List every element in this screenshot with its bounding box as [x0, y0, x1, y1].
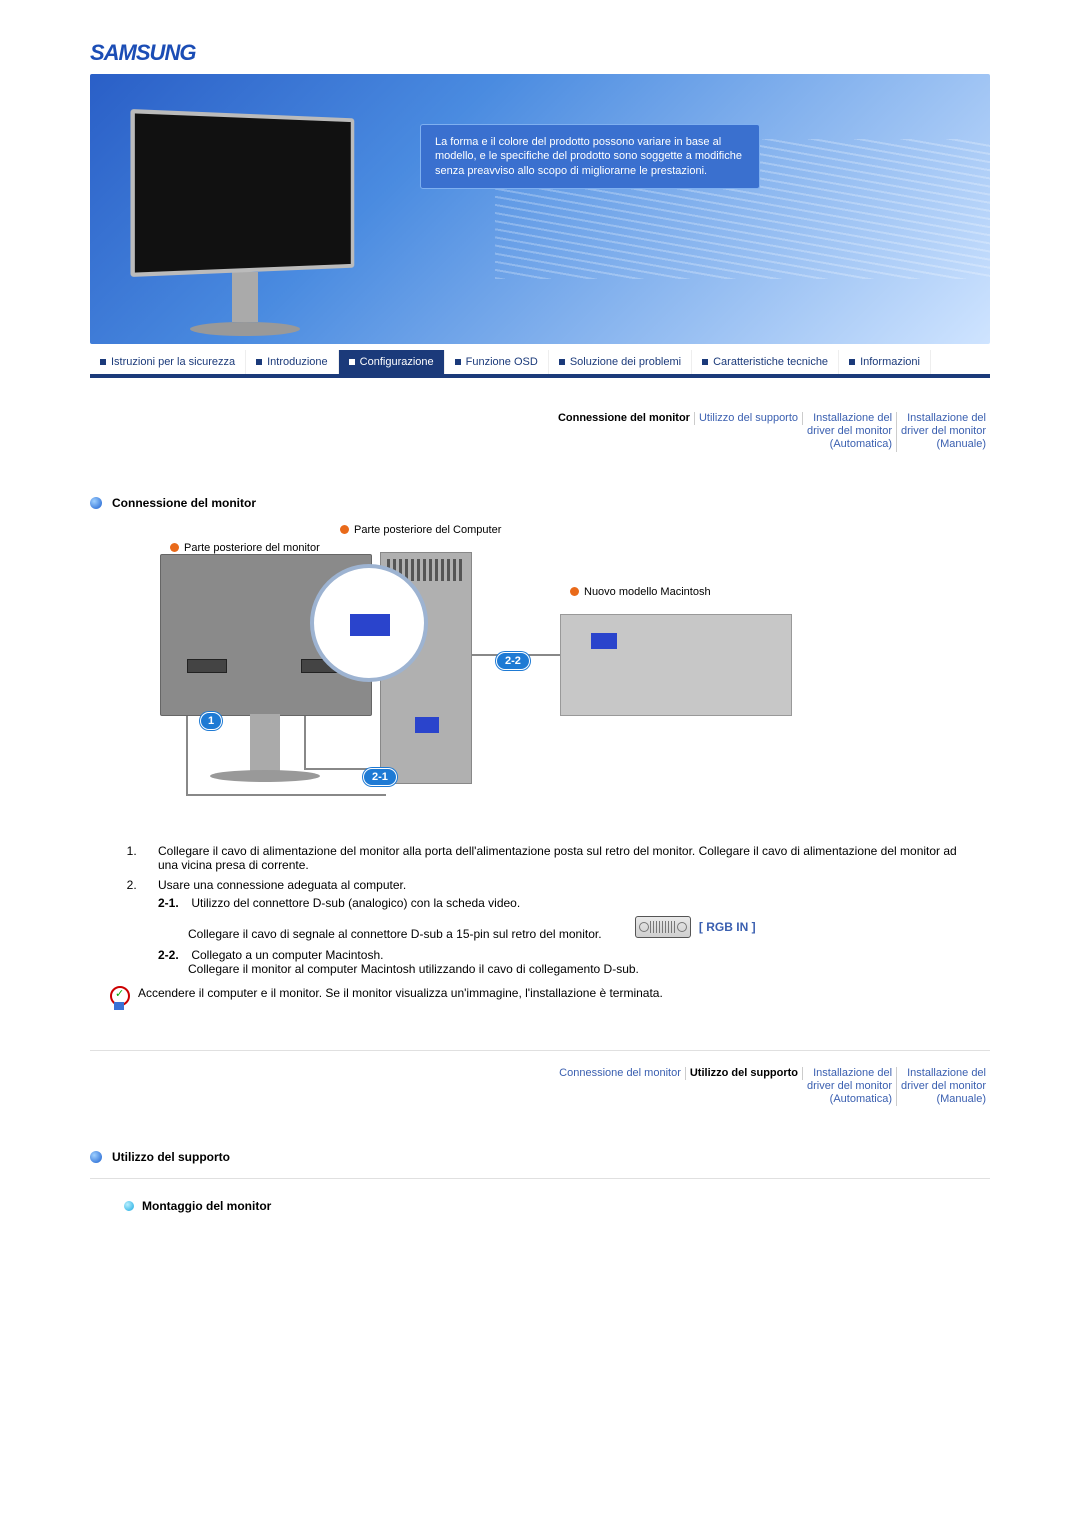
step-2-1a: Utilizzo del connettore D-sub (analogico… — [191, 896, 520, 910]
section-title-support: Utilizzo del supporto — [90, 1144, 990, 1164]
hero-banner: La forma e il colore del prodotto posson… — [90, 74, 990, 344]
final-note: Accendere il computer e il monitor. Se i… — [138, 986, 663, 1000]
check-icon — [110, 986, 132, 1008]
brand-logo: SAMSUNG — [90, 40, 990, 66]
banner-note: La forma e il colore del prodotto posson… — [420, 124, 760, 189]
step-2: Usare una connessione adeguata al comput… — [158, 878, 406, 892]
step-2-2b: Collegare il monitor al computer Macinto… — [188, 962, 639, 976]
rgb-in-connector: [ RGB IN ] — [635, 916, 756, 938]
orange-dot-icon — [170, 543, 179, 552]
label-mac: Nuovo modello Macintosh — [584, 586, 711, 598]
step-2-1-num: 2-1. — [158, 896, 188, 910]
orange-dot-icon — [570, 587, 579, 596]
bullet-icon — [90, 497, 102, 509]
nav-item-0[interactable]: Istruzioni per la sicurezza — [90, 350, 246, 374]
subnav1-item-3[interactable]: Installazione deldriver del monitor(Manu… — [897, 412, 990, 452]
step-2-2-num: 2-2. — [158, 948, 188, 962]
orange-dot-icon — [340, 525, 349, 534]
main-nav: Istruzioni per la sicurezzaIntroduzioneC… — [90, 350, 990, 378]
subnav2-item-0[interactable]: Connessione del monitor — [555, 1067, 686, 1080]
nav-item-6[interactable]: Informazioni — [839, 350, 931, 374]
sub-nav-2: Connessione del monitorUtilizzo del supp… — [90, 1050, 990, 1115]
badge-1: 1 — [200, 712, 222, 730]
nav-item-1[interactable]: Introduzione — [246, 350, 339, 374]
final-note-row: Accendere il computer e il monitor. Se i… — [110, 986, 970, 1008]
step-2-2a: Collegato a un computer Macintosh. — [191, 948, 383, 962]
connection-diagram: Parte posteriore del Computer Parte post… — [110, 524, 970, 824]
label-monitor: Parte posteriore del monitor — [184, 542, 320, 554]
section-title-connection: Connessione del monitor — [90, 490, 990, 510]
dsub-icon — [635, 916, 691, 938]
subnav2-item-1[interactable]: Utilizzo del supporto — [686, 1067, 803, 1080]
badge-2-1: 2-1 — [363, 768, 397, 786]
subnav1-item-2[interactable]: Installazione deldriver del monitor(Auto… — [803, 412, 897, 452]
monitor-illustration — [135, 114, 355, 324]
subsection-title: Montaggio del monitor — [124, 1199, 990, 1213]
sub-nav-1: Connessione del monitorUtilizzo del supp… — [90, 378, 990, 460]
bullet-icon — [90, 1151, 102, 1163]
section2-title-text: Utilizzo del supporto — [112, 1150, 230, 1164]
nav-item-3[interactable]: Funzione OSD — [445, 350, 549, 374]
nav-item-2[interactable]: Configurazione — [339, 350, 445, 374]
step-2-1b: Collegare il cavo di segnale al connetto… — [188, 927, 602, 941]
macintosh — [560, 614, 792, 716]
section-title-text: Connessione del monitor — [112, 496, 256, 510]
subnav1-item-1[interactable]: Utilizzo del supporto — [695, 412, 803, 425]
subnav2-item-3[interactable]: Installazione deldriver del monitor(Manu… — [897, 1067, 990, 1107]
subsection-title-text: Montaggio del monitor — [142, 1199, 271, 1213]
rgb-label: [ RGB IN ] — [699, 920, 756, 934]
subnav2-item-2[interactable]: Installazione deldriver del monitor(Auto… — [803, 1067, 897, 1107]
port-callout — [310, 564, 428, 682]
subnav1-item-0[interactable]: Connessione del monitor — [554, 412, 695, 425]
instructions-list: Collegare il cavo di alimentazione del m… — [110, 844, 970, 976]
badge-2-2: 2-2 — [496, 652, 530, 670]
step-1: Collegare il cavo di alimentazione del m… — [158, 844, 957, 872]
nav-item-4[interactable]: Soluzione dei problemi — [549, 350, 692, 374]
cyan-dot-icon — [124, 1201, 134, 1211]
label-computer: Parte posteriore del Computer — [354, 524, 501, 536]
nav-item-5[interactable]: Caratteristiche tecniche — [692, 350, 839, 374]
